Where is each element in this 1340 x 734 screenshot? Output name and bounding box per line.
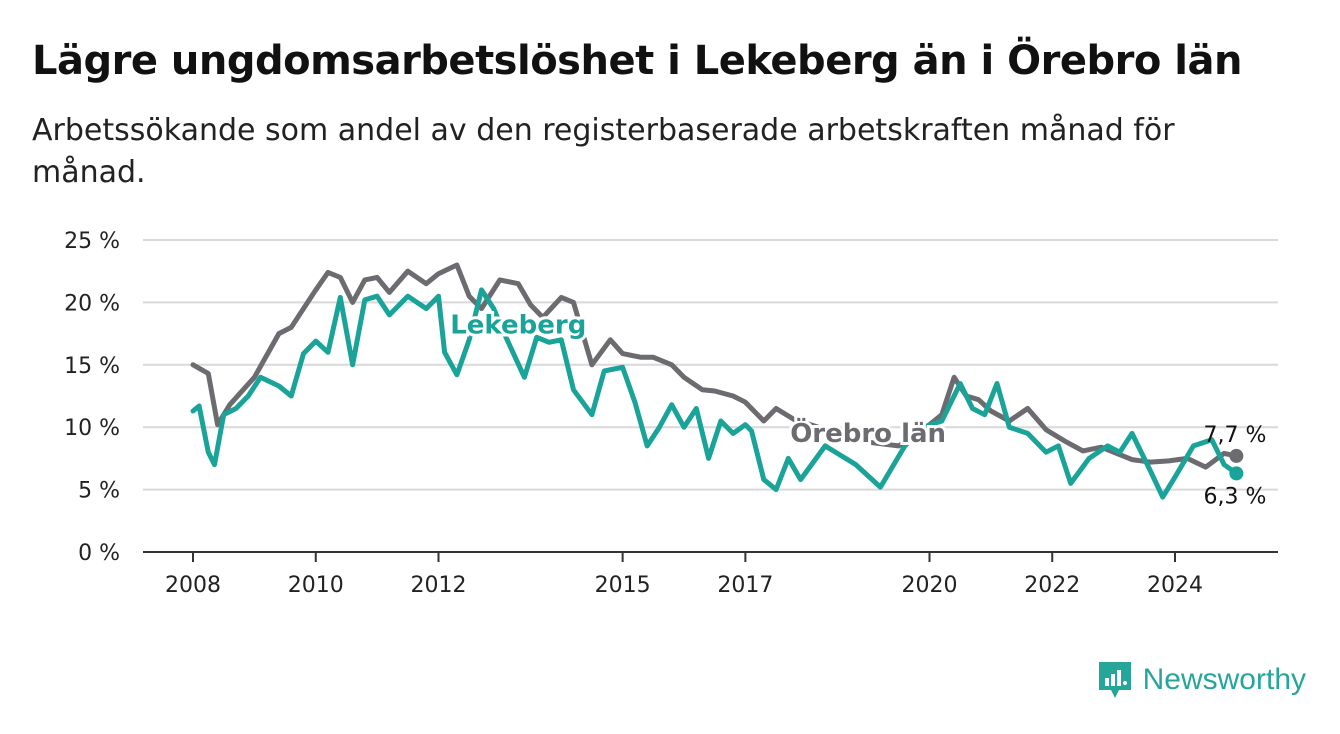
series-name-label: Örebro län [790, 416, 946, 449]
y-tick-label: 5 % [78, 479, 120, 504]
x-tick-label: 2012 [411, 573, 467, 598]
series-lines [190, 262, 1244, 500]
x-tick-label: 2024 [1147, 573, 1203, 598]
x-tick-label: 2017 [717, 573, 773, 598]
chart-subtitle: Arbetssökande som andel av den registerb… [32, 113, 1175, 190]
x-tick-label: 2015 [595, 573, 651, 598]
brand-name: Newsworthy [1142, 663, 1306, 696]
series-labels: 7,7 % 6,3 % Lekeberg Örebro län [447, 308, 1266, 510]
x-tick-label: 2022 [1024, 573, 1080, 598]
x-tick-label: 2010 [288, 573, 344, 598]
end-point [1229, 448, 1244, 463]
y-axis: 0 % 5 % 10 % 15 % 20 % 25 % [64, 229, 120, 566]
y-tick-label: 10 % [64, 416, 120, 441]
series-line [190, 287, 1239, 500]
end-value-label: 7,7 % [1203, 423, 1266, 448]
y-tick-label: 25 % [64, 229, 120, 254]
x-axis: 2008 2010 2012 2015 2017 2020 2022 2024 [143, 551, 1278, 598]
y-tick-label: 0 % [78, 541, 120, 566]
x-tick-label: 2008 [165, 573, 221, 598]
chart-title: Lägre ungdomsarbetslöshet i Lekeberg än … [32, 38, 1242, 84]
y-tick-label: 20 % [64, 291, 120, 316]
gridlines [143, 239, 1278, 491]
newsworthy-logo: Newsworthy [1097, 660, 1306, 700]
end-value-label: 6,3 % [1203, 484, 1266, 509]
series-name-label: Lekeberg [450, 311, 586, 341]
series-line [190, 262, 1239, 470]
x-tick-label: 2020 [902, 573, 958, 598]
newsworthy-logo-icon [1098, 662, 1131, 698]
y-tick-label: 15 % [64, 354, 120, 379]
end-point [1229, 466, 1244, 481]
